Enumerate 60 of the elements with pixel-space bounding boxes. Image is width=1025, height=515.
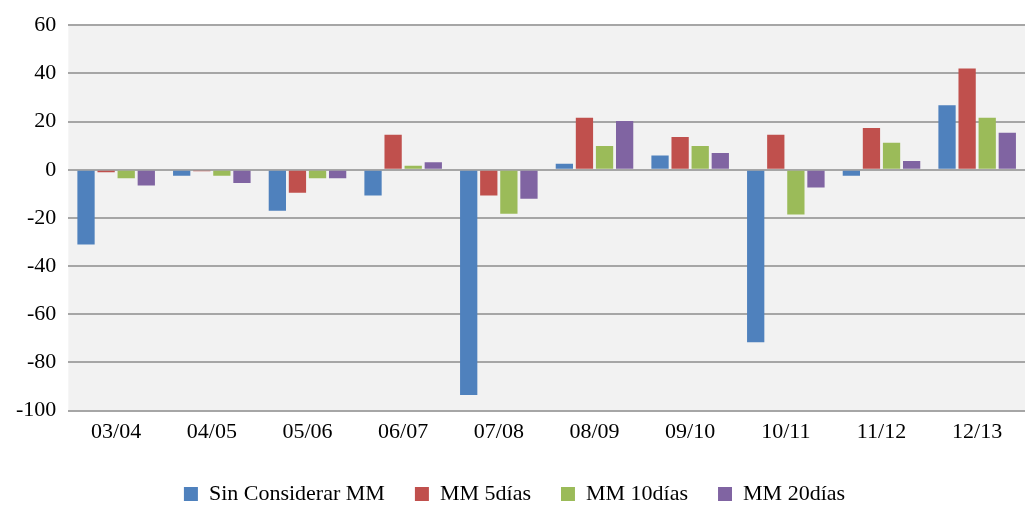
bar — [842, 170, 860, 176]
y-tick-label: -20 — [27, 203, 57, 229]
bar — [978, 117, 996, 169]
bar — [268, 170, 286, 211]
x-tick-label: 07/08 — [473, 417, 524, 443]
bar — [711, 153, 729, 169]
bar — [747, 170, 765, 343]
x-tick-label: 09/10 — [665, 417, 716, 443]
bar — [691, 146, 709, 169]
y-tick-label: -80 — [27, 348, 57, 374]
y-tick-label: 20 — [34, 107, 57, 133]
bar — [671, 136, 689, 169]
bar — [575, 117, 594, 169]
bar — [480, 170, 498, 196]
y-tick-label: -40 — [27, 251, 57, 277]
x-tick-label: 03/04 — [91, 417, 142, 443]
bar — [117, 170, 135, 179]
bar — [77, 170, 95, 245]
legend-label: MM 5días — [439, 479, 531, 505]
bar — [328, 170, 347, 179]
bar — [767, 134, 785, 169]
bar — [288, 170, 307, 193]
bar — [595, 146, 614, 169]
x-tick-label: 06/07 — [378, 417, 429, 443]
y-tick-label: 60 — [34, 10, 57, 36]
bar — [787, 170, 805, 215]
y-tick-label: -100 — [16, 396, 57, 422]
bar — [998, 132, 1016, 169]
bar — [137, 170, 155, 186]
bar — [651, 155, 669, 169]
bar — [555, 163, 573, 169]
bar — [173, 170, 191, 176]
bar — [424, 162, 442, 169]
bar — [615, 121, 634, 169]
y-tick-label: 40 — [34, 59, 57, 85]
legend-label: Sin Considerar MM — [208, 479, 385, 505]
x-tick-label: 10/11 — [761, 417, 811, 443]
x-tick-label: 04/05 — [186, 417, 237, 443]
bar — [903, 161, 921, 169]
legend-label: MM 20días — [743, 479, 846, 505]
bar — [520, 170, 538, 199]
legend-label: MM 10días — [585, 479, 689, 505]
bar — [882, 142, 901, 169]
bar — [958, 68, 976, 169]
bar — [807, 170, 825, 188]
x-tick-label: 08/09 — [569, 417, 620, 443]
y-tick-label: -60 — [27, 300, 57, 326]
bar — [233, 170, 251, 183]
x-tick-label: 05/06 — [282, 417, 333, 443]
bar — [213, 170, 231, 176]
x-tick-label: 11/12 — [856, 417, 907, 443]
bar — [364, 170, 382, 196]
bar — [384, 134, 402, 169]
bar — [862, 128, 881, 169]
bar — [500, 170, 518, 214]
bar — [308, 170, 327, 179]
y-tick-label: 0 — [45, 155, 57, 181]
bar — [938, 105, 956, 169]
x-tick-label: 12/13 — [952, 417, 1003, 443]
bar — [404, 165, 422, 169]
